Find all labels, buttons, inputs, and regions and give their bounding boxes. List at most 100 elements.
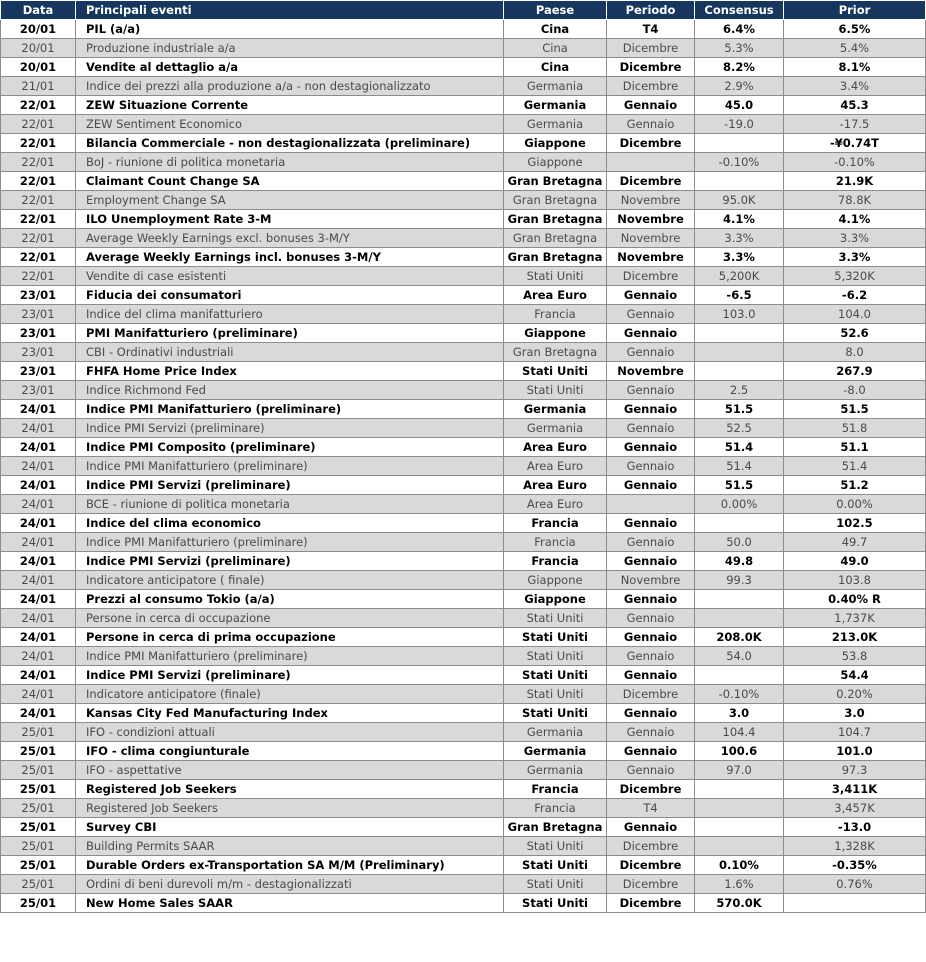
- event-row: 24/01 Indice PMI Manifatturiero (prelimin…: [0, 456, 926, 476]
- table-cell: Gennaio: [606, 665, 695, 685]
- table-cell: 24/01: [0, 418, 76, 438]
- table-cell: 0.00%: [694, 494, 784, 514]
- table-cell: Cina: [503, 38, 607, 58]
- table-cell: Francia: [503, 513, 607, 533]
- table-cell: 570.0K: [694, 893, 784, 913]
- table-cell: 97.3: [783, 760, 926, 780]
- table-cell: Francia: [503, 551, 607, 571]
- table-cell: 25/01: [0, 836, 76, 856]
- table-cell: Germania: [503, 418, 607, 438]
- table-cell: 5.4%: [783, 38, 926, 58]
- event-row: 25/01 IFO - clima congiunturale Germania Ge…: [0, 741, 926, 761]
- table-cell: 24/01: [0, 551, 76, 571]
- table-cell: Cina: [503, 57, 607, 77]
- event-row: 24/01 Indice PMI Servizi (preliminare) Ger…: [0, 418, 926, 438]
- table-cell: Novembre: [606, 247, 695, 267]
- table-cell: Durable Orders ex-Transportation SA M/M …: [75, 855, 504, 875]
- table-cell: Ordini di beni durevoli m/m - destagiona…: [75, 874, 504, 894]
- table-cell: Employment Change SA: [75, 190, 504, 210]
- table-cell: 22/01: [0, 114, 76, 134]
- table-cell: Indice PMI Composito (preliminare): [75, 437, 504, 457]
- table-cell: Stati Uniti: [503, 665, 607, 685]
- table-cell: 103.8: [783, 570, 926, 590]
- table-cell: 49.8: [694, 551, 784, 571]
- table-cell: 20/01: [0, 57, 76, 77]
- event-row: 25/01 Registered Job Seekers Francia T4 3,45…: [0, 798, 926, 818]
- event-row: 22/01 Vendite di case esistenti Stati Unit…: [0, 266, 926, 286]
- table-cell: Persone in cerca di prima occupazione: [75, 627, 504, 647]
- table-cell: Stati Uniti: [503, 684, 607, 704]
- table-cell: 49.7: [783, 532, 926, 552]
- table-cell: 97.0: [694, 760, 784, 780]
- table-cell: [694, 171, 784, 191]
- table-cell: 23/01: [0, 380, 76, 400]
- table-cell: 8.1%: [783, 57, 926, 77]
- column-header: Data: [0, 0, 76, 20]
- table-cell: Stati Uniti: [503, 627, 607, 647]
- table-cell: Survey CBI: [75, 817, 504, 837]
- event-row: 20/01 PIL (a/a) Cina T4 6.4% 6.5%: [0, 19, 926, 39]
- table-cell: ZEW Sentiment Economico: [75, 114, 504, 134]
- table-cell: 22/01: [0, 133, 76, 153]
- table-cell: T4: [606, 19, 695, 39]
- table-cell: 24/01: [0, 532, 76, 552]
- table-cell: 0.00%: [783, 494, 926, 514]
- table-cell: Novembre: [606, 570, 695, 590]
- event-row: 20/01 Produzione industriale a/a Cina Dicem…: [0, 38, 926, 58]
- table-body: 20/01 PIL (a/a) Cina T4 6.4% 6.5% 20/01 Produzi…: [0, 19, 926, 913]
- table-cell: 208.0K: [694, 627, 784, 647]
- event-row: 22/01 ZEW Situazione Corrente Germania Genn…: [0, 95, 926, 115]
- table-cell: 103.0: [694, 304, 784, 324]
- table-cell: 1,737K: [783, 608, 926, 628]
- table-cell: 8.0: [783, 342, 926, 362]
- table-cell: BoJ - riunione di politica monetaria: [75, 152, 504, 172]
- table-cell: Area Euro: [503, 494, 607, 514]
- table-cell: [694, 589, 784, 609]
- table-cell: 52.5: [694, 418, 784, 438]
- table-cell: 51.5: [694, 399, 784, 419]
- table-cell: Dicembre: [606, 171, 695, 191]
- table-cell: Stati Uniti: [503, 836, 607, 856]
- table-cell: Gennaio: [606, 741, 695, 761]
- table-cell: Indice Richmond Fed: [75, 380, 504, 400]
- table-cell: Stati Uniti: [503, 646, 607, 666]
- table-cell: 24/01: [0, 627, 76, 647]
- table-cell: Gennaio: [606, 399, 695, 419]
- table-cell: -6.5: [694, 285, 784, 305]
- column-header: Consensus: [694, 0, 784, 20]
- table-cell: Gran Bretagna: [503, 171, 607, 191]
- table-cell: Area Euro: [503, 437, 607, 457]
- table-cell: 104.7: [783, 722, 926, 742]
- table-cell: 24/01: [0, 684, 76, 704]
- table-cell: Dicembre: [606, 76, 695, 96]
- table-cell: Giappone: [503, 589, 607, 609]
- event-row: 25/01 Registered Job Seekers Francia Dicemb…: [0, 779, 926, 799]
- table-cell: 51.4: [694, 437, 784, 457]
- table-cell: 24/01: [0, 665, 76, 685]
- table-cell: PMI Manifatturiero (preliminare): [75, 323, 504, 343]
- table-cell: Indice PMI Manifatturiero (preliminare): [75, 456, 504, 476]
- table-cell: ZEW Situazione Corrente: [75, 95, 504, 115]
- table-cell: ILO Unemployment Rate 3-M: [75, 209, 504, 229]
- table-cell: Dicembre: [606, 893, 695, 913]
- table-cell: IFO - clima congiunturale: [75, 741, 504, 761]
- table-cell: Germania: [503, 741, 607, 761]
- table-cell: Francia: [503, 798, 607, 818]
- table-cell: Gennaio: [606, 551, 695, 571]
- table-cell: Indice del clima economico: [75, 513, 504, 533]
- table-cell: 24/01: [0, 475, 76, 495]
- table-cell: 2.9%: [694, 76, 784, 96]
- table-cell: 3.0: [783, 703, 926, 723]
- table-cell: Gennaio: [606, 589, 695, 609]
- table-cell: FHFA Home Price Index: [75, 361, 504, 381]
- event-row: 22/01 Average Weekly Earnings excl. bonus…: [0, 228, 926, 248]
- table-cell: Gennaio: [606, 95, 695, 115]
- event-row: 24/01 Indice PMI Servizi (preliminare) Sta…: [0, 665, 926, 685]
- table-cell: Produzione industriale a/a: [75, 38, 504, 58]
- table-cell: Gennaio: [606, 608, 695, 628]
- table-cell: Dicembre: [606, 684, 695, 704]
- table-cell: Giappone: [503, 323, 607, 343]
- table-cell: PIL (a/a): [75, 19, 504, 39]
- table-cell: 4.1%: [783, 209, 926, 229]
- table-cell: [694, 665, 784, 685]
